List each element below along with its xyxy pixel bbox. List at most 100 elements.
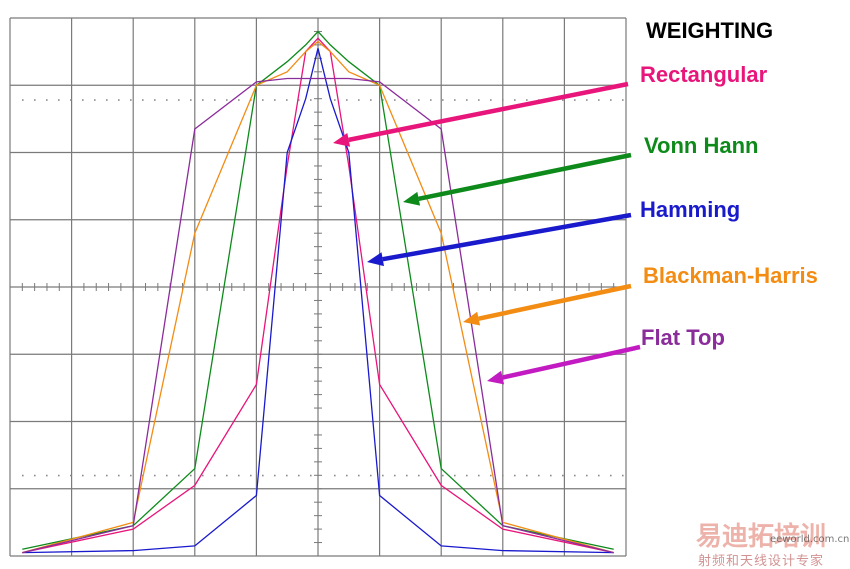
grid-dot [466,474,468,477]
series-line-blackman-harris [22,40,614,554]
grid-dot [94,474,96,477]
grid-dot [574,474,576,477]
series-line-vonn-hann [22,30,614,550]
grid-dot [70,99,72,101]
grid-dot [130,99,132,101]
legend-arrowhead-vonn-hann [403,191,421,206]
grid-dot [22,99,24,101]
grid-dot [298,474,300,477]
grid-dot [538,474,540,477]
grid-dot [202,99,204,101]
grid-dot [214,99,216,101]
grid-dot [514,474,516,477]
grid-dot [598,474,600,477]
legend-arrowhead-flat-top [487,370,505,385]
grid-dot [454,99,456,101]
grid-dot [262,474,264,477]
grid-dot [298,99,300,101]
grid-dot [334,474,336,477]
grid-dot [526,99,528,101]
legend-arrow-flat-top [502,344,641,380]
grid-dot [586,474,588,477]
grid-dot [454,474,456,477]
grid-dot [562,474,564,477]
legend-arrow-blackman-harris [478,283,632,321]
series-line-rectangular [22,37,614,554]
legend-label-vonn-hann: Vonn Hann [644,133,759,158]
grid-dot [598,99,600,101]
grid-dot [394,99,396,101]
grid-dot [550,474,552,477]
grid-dot [466,99,468,101]
grid-dot [286,99,288,101]
grid-dot [586,99,588,101]
series-line-hamming [22,48,614,554]
grid-dot [310,474,312,477]
grid-dot [346,99,348,101]
grid-dot [502,474,504,477]
legend-arrow-rectangular [348,81,629,143]
grid-dot [478,99,480,101]
grid-dot [214,474,216,477]
legend-label-flat-top: Flat Top [641,325,725,350]
legend-arrow-vonn-hann [418,152,632,201]
grid-dot [286,474,288,477]
grid-dot [82,474,84,477]
grid-dot [166,99,168,101]
grid-dot [274,99,276,101]
grid-dot [190,99,192,101]
grid-dot [382,474,384,477]
grid-dot [526,474,528,477]
grid-dot [418,99,420,101]
watermark-site: eeworld.com.cn [770,534,850,545]
grid-dot [490,474,492,477]
grid-dot [262,99,264,101]
grid-dot [34,474,36,477]
grid-dot [58,474,60,477]
grid-dot [310,99,312,101]
grid-dot [478,474,480,477]
grid-dot [406,99,408,101]
grid-dot [250,474,252,477]
grid-dot [574,99,576,101]
grid-dot [430,474,432,477]
grid-dot [238,99,240,101]
grid-dot [394,474,396,477]
grid-dot [622,99,624,101]
grid-dot [610,99,612,101]
grid-dot [178,99,180,101]
legend-arrows [333,81,641,385]
grid-dot [154,99,156,101]
series-line-flat-top [22,77,614,554]
grid-dot [346,474,348,477]
grid-dot [610,474,612,477]
legend-arrowhead-rectangular [333,133,351,147]
grid-dot [34,99,36,101]
grid-dot [238,474,240,477]
legend-arrowhead-hamming [367,252,384,267]
legend-label-blackman-harris: Blackman-Harris [643,263,818,288]
grid-dot [46,99,48,101]
grid-dot [106,474,108,477]
legend-arrowhead-blackman-harris [463,311,481,326]
grid-dot [430,99,432,101]
grid-dot [502,99,504,101]
grid-dot [226,99,228,101]
grid-dot [370,99,372,101]
grid-dot [130,474,132,477]
grid-dot [94,99,96,101]
grid-dot [274,474,276,477]
grid-dot [178,474,180,477]
chart-title: WEIGHTING [646,18,774,43]
grid-dot [358,474,360,477]
grid-dot [370,474,372,477]
grid-dot [118,474,120,477]
grid-dot [82,99,84,101]
grid-dot [442,99,444,101]
legend-label-rectangular: Rectangular [640,62,768,87]
grid-dot [106,99,108,101]
grid-dot [70,474,72,477]
grid-dot [142,99,144,101]
grid-dot [406,474,408,477]
grid-dot [442,474,444,477]
